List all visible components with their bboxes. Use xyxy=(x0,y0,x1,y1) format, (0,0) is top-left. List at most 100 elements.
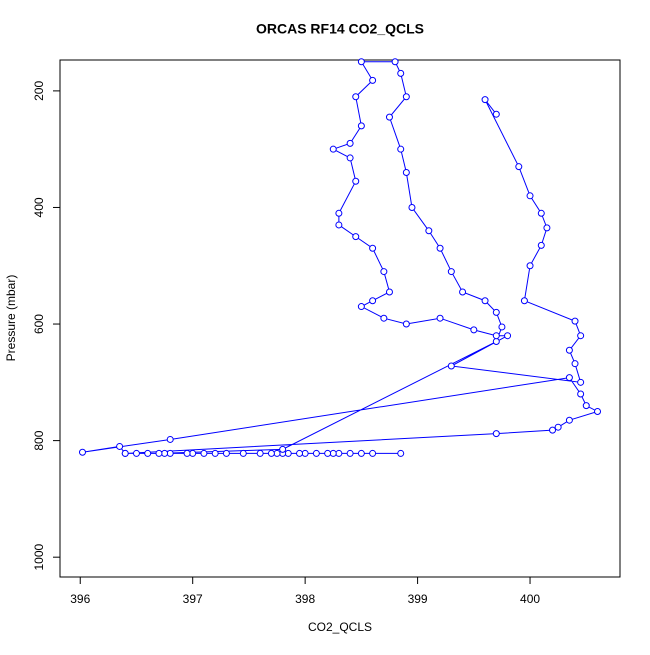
data-point xyxy=(492,308,500,316)
data-point xyxy=(504,332,512,340)
data-point xyxy=(554,423,562,431)
x-tick-label: 397 xyxy=(183,592,203,606)
data-point xyxy=(116,442,124,450)
data-point xyxy=(397,145,405,153)
data-point xyxy=(284,449,292,457)
y-axis-label: Pressure (mbar) xyxy=(4,275,18,362)
chart-title: ORCAS RF14 CO2_QCLS xyxy=(256,21,424,37)
data-point xyxy=(329,449,337,457)
data-point xyxy=(402,93,410,101)
data-point xyxy=(380,268,388,276)
data-point xyxy=(397,449,405,457)
data-point xyxy=(385,113,393,121)
data-line xyxy=(82,61,599,454)
data-point xyxy=(166,449,174,457)
data-point xyxy=(577,332,585,340)
y-tick-label: 600 xyxy=(32,314,46,334)
x-tick-label: 399 xyxy=(408,592,428,606)
data-point xyxy=(132,449,140,457)
data-point xyxy=(594,407,602,415)
data-point xyxy=(346,154,354,162)
data-point xyxy=(346,449,354,457)
data-point xyxy=(537,241,545,249)
data-point xyxy=(301,449,309,457)
x-axis-label: CO2_QCLS xyxy=(308,620,372,634)
data-point xyxy=(211,449,219,457)
data-point xyxy=(335,449,343,457)
data-point xyxy=(183,449,191,457)
data-point xyxy=(470,326,478,334)
data-point xyxy=(565,416,573,424)
y-tick-label: 200 xyxy=(32,81,46,101)
y-tick-label: 800 xyxy=(32,430,46,450)
data-point xyxy=(155,449,163,457)
data-point xyxy=(515,163,523,171)
data-point xyxy=(357,58,365,66)
data-point xyxy=(565,374,573,382)
data-point xyxy=(239,449,247,457)
data-point xyxy=(571,360,579,368)
data-point xyxy=(498,323,506,331)
data-point xyxy=(492,110,500,118)
data-point xyxy=(329,145,337,153)
data-point xyxy=(526,192,534,200)
data-point xyxy=(357,449,365,457)
data-point xyxy=(520,297,528,305)
data-point xyxy=(481,297,489,305)
data-point xyxy=(352,177,360,185)
data-point xyxy=(273,449,281,457)
data-point xyxy=(408,203,416,211)
data-point xyxy=(397,69,405,77)
data-point xyxy=(189,449,197,457)
data-point xyxy=(402,320,410,328)
data-point xyxy=(577,390,585,398)
data-point xyxy=(78,448,86,456)
data-point xyxy=(447,268,455,276)
data-point xyxy=(543,224,551,232)
data-point xyxy=(492,338,500,346)
data-point xyxy=(571,317,579,325)
data-point xyxy=(369,297,377,305)
y-tick-label: 1000 xyxy=(32,544,46,571)
data-point xyxy=(492,430,500,438)
x-tick-label: 398 xyxy=(295,592,315,606)
data-point xyxy=(391,58,399,66)
data-point xyxy=(565,346,573,354)
data-point xyxy=(324,449,332,457)
data-point xyxy=(492,332,500,340)
data-point xyxy=(352,233,360,241)
data-point xyxy=(200,449,208,457)
data-point xyxy=(549,426,557,434)
data-point xyxy=(357,122,365,130)
data-point xyxy=(369,449,377,457)
data-point xyxy=(357,303,365,311)
data-point xyxy=(166,435,174,443)
data-point xyxy=(402,168,410,176)
data-point xyxy=(425,227,433,235)
data-point xyxy=(267,449,275,457)
x-tick-label: 400 xyxy=(520,592,540,606)
data-point xyxy=(537,209,545,217)
data-point xyxy=(161,449,169,457)
data-point xyxy=(144,449,152,457)
data-point xyxy=(335,221,343,229)
data-point xyxy=(436,314,444,322)
y-tick-label: 400 xyxy=(32,197,46,217)
data-point xyxy=(380,314,388,322)
data-point xyxy=(577,378,585,386)
data-point xyxy=(121,449,129,457)
data-point xyxy=(256,449,264,457)
data-point xyxy=(481,96,489,104)
data-point xyxy=(222,449,230,457)
data-point xyxy=(369,244,377,252)
data-point xyxy=(279,445,287,453)
data-point xyxy=(582,402,590,410)
data-point xyxy=(526,262,534,270)
data-point xyxy=(436,244,444,252)
data-point xyxy=(335,209,343,217)
plot-frame xyxy=(59,59,621,578)
x-tick-label: 396 xyxy=(70,592,90,606)
data-point xyxy=(459,288,467,296)
data-point xyxy=(296,449,304,457)
